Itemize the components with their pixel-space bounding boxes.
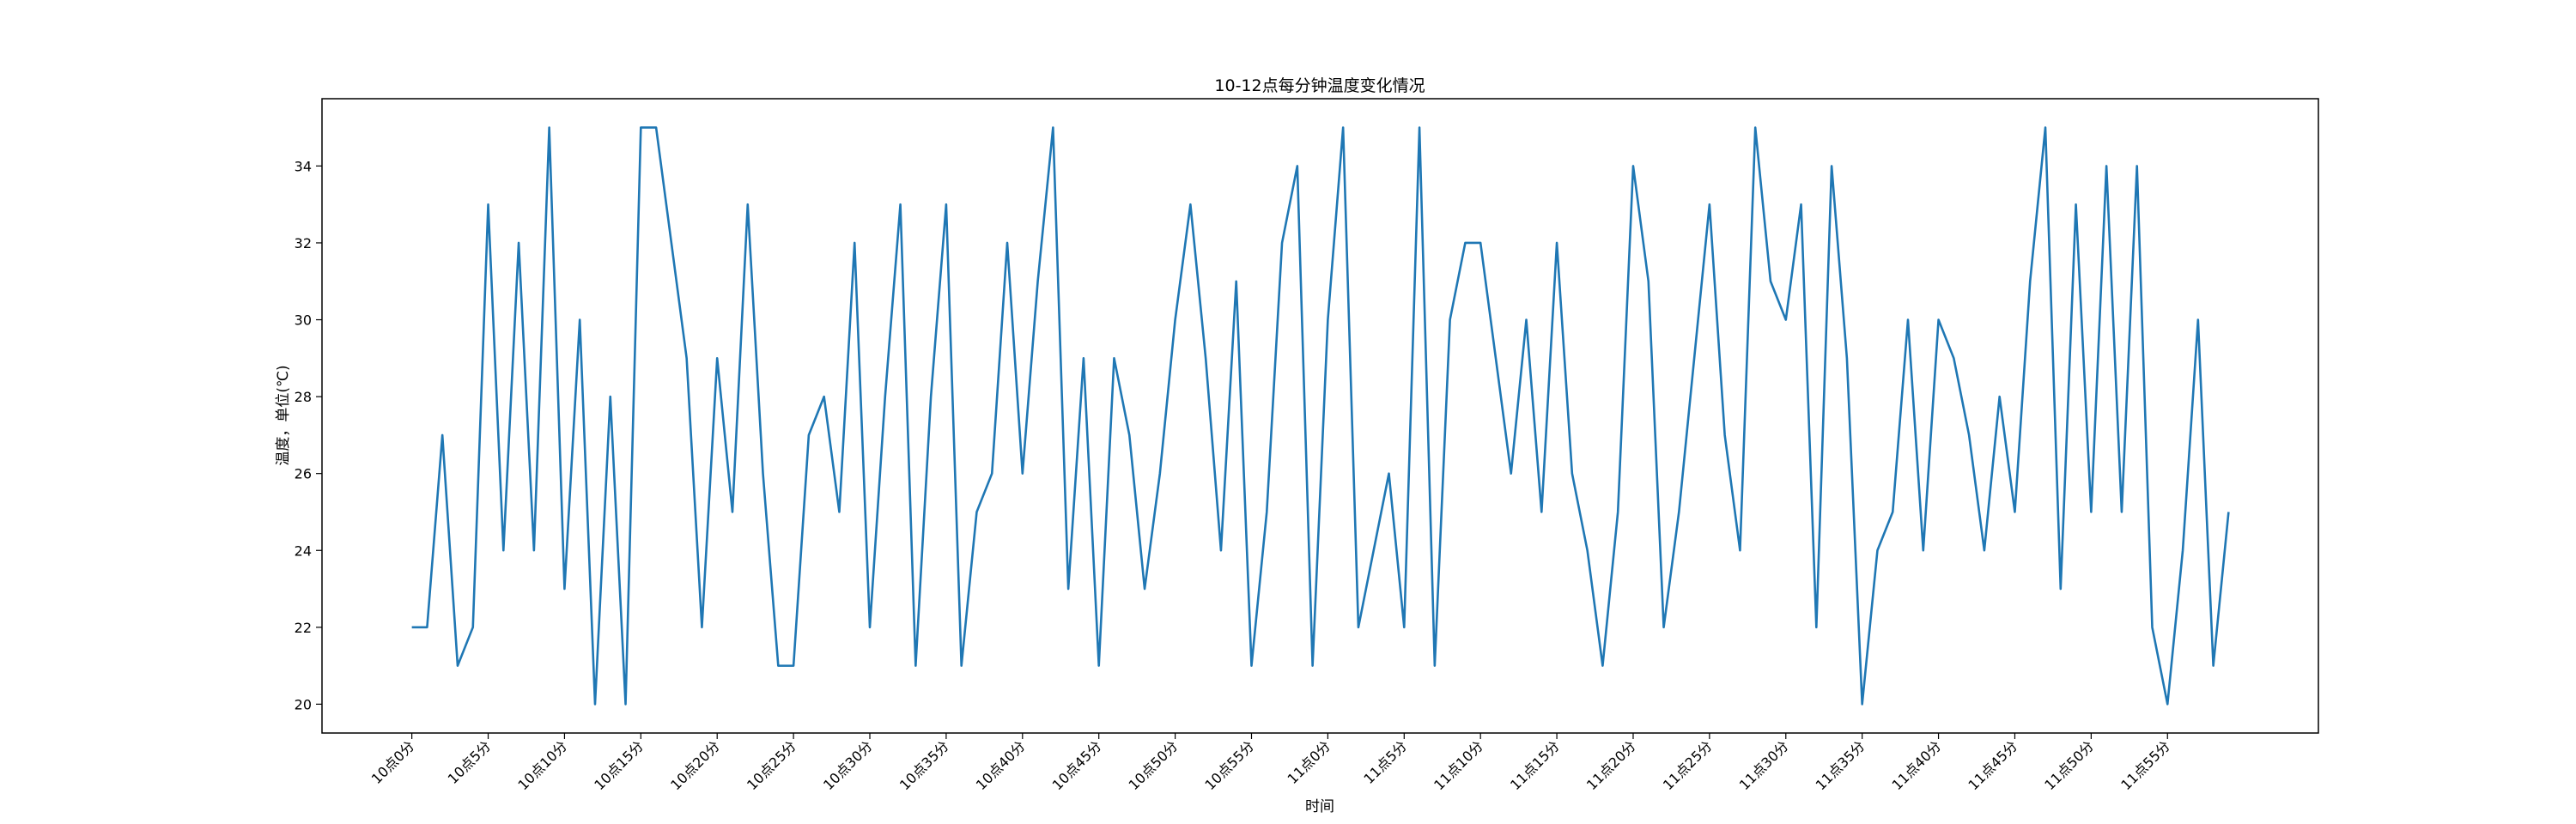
x-tick-label: 10点25分 (744, 737, 799, 793)
y-tick-label: 32 (295, 235, 312, 251)
x-tick-label: 10点55分 (1201, 737, 1257, 793)
x-tick-label: 11点50分 (2041, 737, 2097, 793)
x-axis: 10点0分 10点5分 10点10分 10点15分 10点20分 10点25分 10点30分… (368, 733, 2173, 793)
y-tick-label: 26 (295, 466, 312, 482)
x-tick-label: 11点10分 (1431, 737, 1486, 793)
plot-area (321, 98, 2319, 734)
x-tick-label: 10点0分 (368, 737, 418, 787)
x-tick-label: 11点20分 (1583, 737, 1639, 793)
series-line (411, 126, 2230, 706)
chart-title: 10-12点每分钟温度变化情况 (1214, 76, 1425, 95)
x-tick-label: 10点10分 (514, 737, 570, 793)
x-tick-label: 11点15分 (1507, 737, 1563, 793)
x-tick-label: 10点15分 (591, 737, 647, 793)
x-tick-label: 10点40分 (973, 737, 1029, 793)
y-tick-label: 24 (295, 542, 312, 559)
x-tick-label: 11点25分 (1660, 737, 1716, 793)
x-tick-label: 11点0分 (1285, 737, 1334, 787)
y-axis-label: 温度，单位(℃) (275, 365, 292, 465)
y-tick-label: 28 (295, 389, 312, 405)
series-layer (411, 126, 2230, 706)
x-tick-label: 11点45分 (1965, 737, 2020, 793)
x-tick-label: 10点20分 (667, 737, 723, 793)
x-tick-label: 10点35分 (896, 737, 952, 793)
y-tick-label: 34 (295, 158, 312, 174)
x-tick-label: 11点30分 (1736, 737, 1792, 793)
x-tick-label: 10点50分 (1126, 737, 1182, 793)
x-tick-label: 10点5分 (445, 737, 495, 787)
x-tick-label: 11点5分 (1360, 737, 1410, 787)
x-axis-label: 时间 (1305, 798, 1334, 815)
y-tick-label: 20 (295, 696, 312, 712)
x-tick-label: 11点55分 (2117, 737, 2173, 793)
x-tick-label: 11点40分 (1889, 737, 1945, 793)
y-tick-label: 22 (295, 620, 312, 636)
y-axis: 20 22 24 26 28 30 32 34 (295, 158, 322, 712)
x-tick-label: 11点35分 (1813, 737, 1868, 793)
y-tick-label: 30 (295, 312, 312, 329)
x-tick-label: 10点30分 (820, 737, 876, 793)
x-tick-label: 10点45分 (1049, 737, 1105, 793)
